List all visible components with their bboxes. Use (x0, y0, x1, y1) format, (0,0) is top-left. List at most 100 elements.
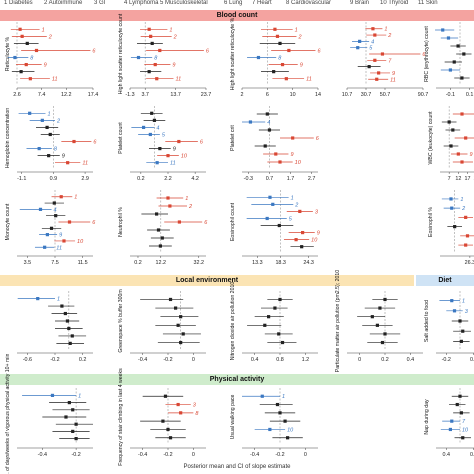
estimate-point (380, 340, 385, 345)
panel-ylabel: Greenspace % buffer 300m (118, 289, 124, 352)
point-label: 10 (287, 427, 294, 433)
estimate-point (460, 160, 464, 164)
point-label: 1 (384, 27, 387, 33)
estimate-point (356, 46, 360, 50)
x-tick-label: 17.4 (88, 92, 99, 98)
x-tick-label: 0.7 (266, 176, 274, 182)
point-label: 11 (52, 77, 58, 83)
estimate-point (68, 341, 72, 345)
x-tick-label: 2.6 (13, 92, 21, 98)
x-tick-label: 18.3 (275, 260, 286, 266)
x-tick-label: 1.2 (302, 357, 310, 363)
estimate-point (155, 212, 159, 216)
forest-panel: High light scatter reticulocyte % 2 6 10 14 1… (230, 17, 321, 98)
forest-panel: 10.7 30.7 50.7 90.7 12 45 6 7 911 (342, 22, 428, 98)
estimate-point (461, 329, 465, 333)
estimate-point (148, 132, 152, 137)
estimate-point (291, 136, 295, 140)
x-tick-label: 2 (241, 92, 244, 98)
estimate-point (179, 315, 183, 319)
estimate-point (49, 226, 54, 230)
x-tick-label: 2.2 (164, 176, 172, 182)
estimate-point (64, 415, 68, 419)
x-tick-label: 0.1 (466, 92, 474, 98)
estimate-point (176, 323, 180, 327)
estimate-point (458, 394, 462, 398)
section-banner-local-environment: Local environment (0, 275, 414, 286)
panel-ylabel: Particulate matter air pollution (pm2.5)… (335, 270, 341, 372)
point-label: 2 (56, 118, 60, 124)
point-label: 2 (188, 204, 192, 210)
x-tick-label: -1.3 (125, 92, 134, 98)
point-label: 2 (173, 34, 177, 40)
legend-item-diabetes: 1 Diabetes (4, 0, 33, 6)
estimate-point (286, 436, 290, 440)
estimate-point (263, 144, 267, 148)
estimate-point (383, 297, 387, 302)
estimate-point (278, 160, 282, 164)
point-label: 1 (48, 111, 51, 117)
estimate-point (358, 39, 362, 43)
panel-ylabel: RBC (erythrocyte) count (424, 26, 430, 82)
x-tick-label: -0.2 (163, 357, 172, 363)
estimate-point (451, 128, 455, 132)
estimate-point (72, 139, 76, 144)
x-tick-label: -0.4 (138, 357, 147, 363)
point-label: 9 (290, 152, 293, 158)
point-label: 10 (77, 239, 84, 245)
point-label: 1 (42, 27, 45, 33)
estimate-point (464, 215, 468, 219)
legend-item-lung: 6 Lung (224, 0, 243, 6)
point-label: 6 (204, 220, 208, 226)
estimate-point (283, 419, 287, 423)
x-axis-caption: Posterior mean and CI of slope estimate (183, 464, 291, 470)
estimate-point (450, 419, 454, 423)
forest-panel: Nap during day 0.4 0.8 7 10 (424, 388, 474, 458)
estimate-point (158, 146, 162, 151)
x-tick-label: 24.3 (303, 260, 314, 266)
forest-panel: Particulate matter air pollution (pm2.5)… (335, 270, 423, 372)
estimate-point (38, 207, 43, 211)
estimate-point (446, 36, 451, 40)
estimate-point (452, 60, 456, 64)
x-tick-label: 17 (465, 176, 471, 182)
point-label: 6 (93, 140, 97, 146)
point-label: 1 (282, 394, 285, 400)
estimate-point (166, 196, 170, 200)
estimate-point (45, 233, 49, 237)
estimate-point (280, 62, 285, 67)
estimate-point (149, 34, 153, 38)
estimate-point (280, 340, 285, 345)
estimate-point (34, 48, 39, 53)
estimate-point (452, 309, 457, 313)
forest-panel: Eosinophil count 13.3 18.3 24.3 12 3 5 910 (230, 190, 320, 266)
point-label: 4 (156, 125, 159, 131)
estimate-point (456, 44, 460, 48)
estimate-point (294, 238, 298, 242)
x-tick-label: 12.2 (61, 92, 72, 98)
estimate-point (71, 429, 75, 433)
estimate-point (267, 315, 271, 319)
point-label: 3 (193, 403, 197, 409)
estimate-point (176, 402, 180, 407)
estimate-point (459, 411, 463, 415)
panel-ylabel: Hemoglobin concentration (5, 108, 11, 168)
estimate-point (371, 27, 375, 31)
x-tick-label: 0.8 (276, 357, 284, 363)
estimate-point (462, 52, 466, 56)
estimate-point (461, 436, 465, 440)
estimate-point (179, 340, 183, 345)
estimate-point (163, 394, 168, 398)
estimate-point (65, 319, 70, 323)
point-label: 2 (387, 33, 391, 39)
estimate-point (13, 55, 17, 60)
panel-ylabel: Salt added to food (424, 300, 430, 342)
estimate-point (150, 111, 154, 115)
legend-item-gi: 3 GI (94, 0, 106, 6)
estimate-point (273, 306, 277, 310)
point-label: 11 (82, 161, 88, 167)
x-tick-label: -0.1 (446, 92, 455, 98)
point-label: 6 (316, 136, 320, 142)
estimate-point (45, 125, 49, 130)
